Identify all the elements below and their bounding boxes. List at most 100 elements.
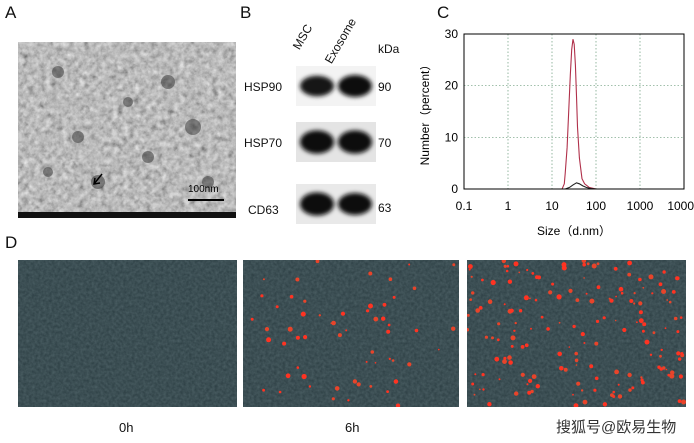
panel-b-label: B [240,3,252,22]
fluorescent-spot [275,305,279,309]
fluorescent-spot [614,369,619,375]
fluorescent-spot [627,272,632,277]
y-tick-label: 20 [445,79,459,93]
fluorescent-spot [660,348,663,352]
fluorescent-spot [642,286,645,289]
fluorescent-spot [278,390,282,394]
fluorescent-spot [501,258,506,264]
fluorescent-spot [300,311,306,317]
x-tick-label: 10 [545,199,559,213]
band-hsp70-msc [300,130,334,154]
fluorescent-spot [494,356,500,362]
timepoint-label-6h: 6h [345,420,360,435]
fluorescent-spot [679,316,683,319]
fluorescent-spot [620,291,624,295]
fluorescent-spot [675,276,680,281]
fluorescent-spot [368,271,373,276]
fluorescent-spot [661,289,667,294]
kda-value-90: 90 [378,80,392,94]
fluorescent-spot [596,262,600,266]
fluorescent-spot [505,269,509,273]
fluorescent-spot [374,362,377,364]
fluorescent-spot [531,374,537,379]
fluorescent-spot [387,323,391,327]
fluorescent-spot [589,298,595,304]
plot-frame [463,33,685,190]
fluorescent-spot [572,393,574,396]
fluorescent-spot [510,344,514,348]
fluorescent-spot [520,372,525,377]
tem-image [18,42,236,218]
size-distribution-chart: 0 10 20 30 0.1 1 10 100 1000 10000 Number（percen… [420,27,694,238]
fluorescent-spot [496,338,500,342]
fluorescent-spot [575,364,578,366]
fluorescent-spot [580,389,584,392]
fluorescent-spot [628,388,632,392]
fluorescent-spot [589,364,594,369]
fluorescent-spot [340,311,346,316]
fluorescent-spot [478,306,483,310]
fluorescent-spot [388,277,393,281]
fluorescent-spot [644,339,650,345]
fluorescent-spot [518,271,521,274]
fluorescent-spot [671,290,676,294]
fluorescent-spot [289,294,294,299]
fluorescent-spot [388,357,391,360]
fluorescent-spot [633,302,636,305]
fluorescent-spot [479,388,481,391]
fluorescent-spot [658,282,663,287]
fluorescent-spot [491,336,494,340]
uptake-image-6h-svg [243,259,459,408]
fluorescent-spot [615,295,617,298]
fluorescent-spot [613,266,618,271]
kda-header: kDa [378,42,400,56]
fluorescent-spot [576,381,581,386]
fluorescent-spot [574,358,579,363]
fluorescent-spot [471,291,475,295]
fluorescent-spot [563,367,568,372]
fluorescent-spot [551,282,555,286]
exosome-particles [43,66,214,189]
fluorescent-spot [531,272,535,275]
fluorescent-spot [347,399,350,402]
fluorescent-spot [509,308,514,313]
fluorescent-spot [526,383,529,386]
x-axis-label: Size（d.nm） [537,224,611,238]
fluorescent-spot [559,366,564,371]
fluorescent-spot [573,403,579,408]
uptake-image-0h-svg [18,260,237,407]
fluorescent-spot [526,268,529,272]
fluorescent-spot [471,382,475,386]
fluorescent-spot [470,275,473,278]
fluorescent-spot [266,337,272,343]
y-axis-label: Number（percent） [420,59,432,166]
fluorescent-spot [337,333,342,338]
uptake-image-late [465,258,687,408]
fluorescent-spot [414,328,419,333]
arrow-icon [93,173,103,185]
fluorescent-spot [503,303,506,306]
fluorescent-spot [534,298,538,302]
fluorescent-spot [318,314,321,317]
fluorescent-spot [540,315,544,319]
fluorescent-spot [513,261,519,267]
fluorescent-spot [527,390,532,395]
timepoint-label-0h: 0h [119,420,134,435]
fluorescent-spot [262,388,265,392]
fluorescent-spot [365,360,368,363]
fluorescent-spot [617,383,620,386]
fluorescent-spot [523,295,529,301]
fluorescent-spot [642,322,647,327]
fluorescent-spot [530,389,534,394]
fluorescent-spot [582,399,588,405]
fluorescent-spot [285,373,291,379]
fluorescent-spot [469,298,473,301]
fluorescent-spot [331,320,336,326]
fluorescent-spot [680,352,684,356]
fluorescent-spot [331,397,335,401]
fluorescent-spot [528,378,533,383]
fluorescent-spot [593,388,597,392]
kda-value-63: 63 [378,201,392,215]
fluorescent-spot [638,310,643,315]
fluorescent-spot [315,259,320,264]
